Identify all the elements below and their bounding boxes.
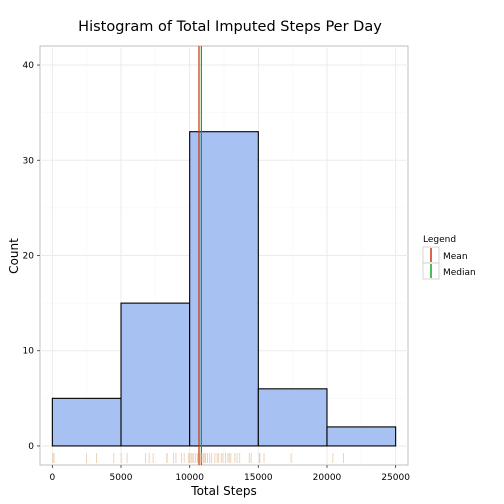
- y-tick-label: 40: [23, 61, 35, 71]
- rug-marks: [52, 453, 344, 463]
- legend-label-median: Median: [443, 268, 476, 278]
- legend-entries: Mean Median: [422, 246, 476, 280]
- histogram-bar: [326, 426, 397, 447]
- x-tick-label: 15000: [244, 473, 273, 483]
- x-tick-label: 10000: [175, 473, 204, 483]
- x-tick-label: 0: [49, 473, 55, 483]
- y-axis-ticks: 0 10 20 30 40: [23, 61, 40, 452]
- y-axis-title: Count: [7, 238, 21, 274]
- y-tick-label: 10: [23, 347, 35, 357]
- histogram-bar: [257, 388, 328, 447]
- x-axis-title: Total Steps: [190, 484, 256, 498]
- histogram-bar: [51, 397, 122, 447]
- x-axis-ticks: 0 5000 10000 15000 20000 25000: [49, 465, 410, 483]
- histogram-bar: [189, 131, 259, 447]
- x-tick-label: 25000: [381, 473, 410, 483]
- y-tick-label: 0: [28, 442, 34, 452]
- y-tick-label: 20: [23, 252, 35, 262]
- legend-label-mean: Mean: [443, 252, 468, 262]
- chart-title: Histogram of Total Imputed Steps Per Day: [78, 19, 382, 35]
- legend-title: Legend: [423, 235, 456, 245]
- legend: Legend Mean Median: [422, 235, 476, 280]
- y-tick-label: 30: [23, 156, 35, 166]
- reference-lines: [198, 46, 202, 465]
- x-tick-label: 20000: [313, 473, 342, 483]
- x-tick-label: 5000: [110, 473, 133, 483]
- histogram-bar: [120, 302, 191, 447]
